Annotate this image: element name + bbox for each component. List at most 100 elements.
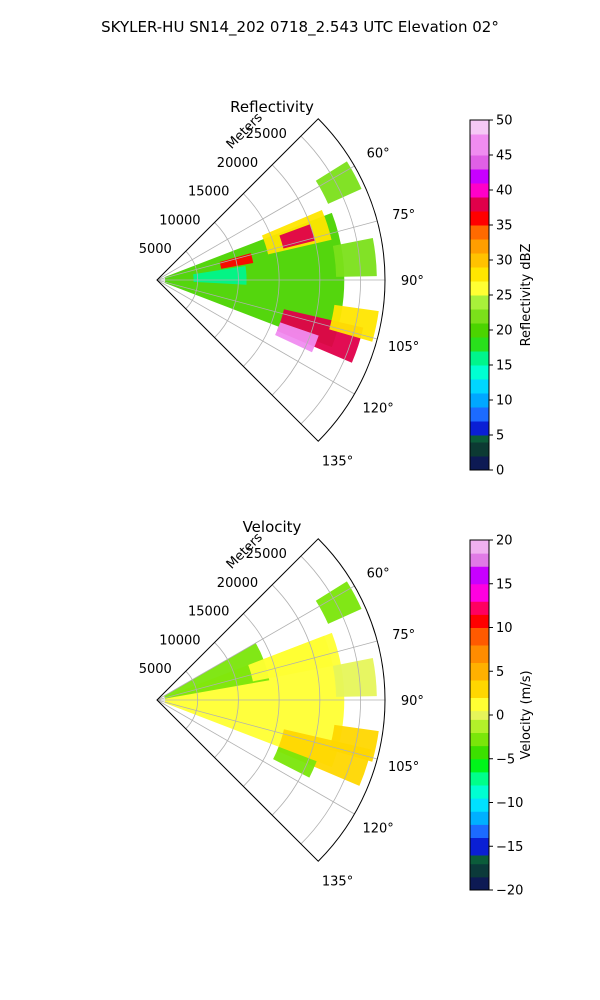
velocity-colorbar-segment <box>470 601 489 615</box>
reflectivity-colorbar-tick-label: 0 <box>496 464 504 479</box>
reflectivity-radial-tick-label: 15000 <box>188 185 229 200</box>
reflectivity-colorbar-segment <box>470 407 489 422</box>
velocity-colorbar-segment <box>470 697 489 712</box>
velocity-colorbar-tick-label: 20 <box>496 534 513 549</box>
reflectivity-colorbar-segment <box>470 379 489 394</box>
velocity-echo-region <box>164 643 270 699</box>
velocity-radial-tick-label: 25000 <box>246 547 287 562</box>
reflectivity-colorbar-segment <box>470 421 489 436</box>
velocity-colorbar-segment <box>470 662 489 681</box>
velocity-colorbar-segment <box>470 745 489 760</box>
velocity-colorbar-segment <box>470 732 489 747</box>
reflectivity-theta-tick-label: 135° <box>322 455 353 470</box>
velocity-colorbar-segment <box>470 583 489 602</box>
velocity-azimuth-line <box>156 585 355 701</box>
velocity-colorbar-segment <box>470 553 489 567</box>
reflectivity-echo-region <box>279 224 316 249</box>
reflectivity-radial-tick-label: 5000 <box>139 242 172 257</box>
reflectivity-colorbar-tick-label: 35 <box>496 219 513 234</box>
reflectivity-colorbar-segment <box>470 267 489 282</box>
velocity-colorbar-segment <box>470 798 489 812</box>
velocity-colorbar-tick-label: 0 <box>496 709 504 724</box>
velocity-echo-region <box>332 658 377 697</box>
velocity-colorbar-segment <box>470 680 489 698</box>
velocity-colorbar-segment <box>470 719 489 733</box>
velocity-colorbar-segment <box>470 824 489 838</box>
reflectivity-title: Reflectivity <box>230 98 314 116</box>
reflectivity-colorbar-tick-label: 45 <box>496 149 513 164</box>
velocity-colorbar-segment <box>470 837 489 856</box>
reflectivity-colorbar-segment <box>470 393 489 408</box>
reflectivity-colorbar-segment <box>470 435 489 443</box>
velocity-azimuth-line <box>156 699 378 760</box>
velocity-colorbar-segment <box>470 627 489 646</box>
reflectivity-colorbar-segment <box>470 225 489 240</box>
velocity-colorbar-tick-label: −10 <box>496 796 523 811</box>
reflectivity-colorbar-tick-label: 20 <box>496 324 513 339</box>
velocity-colorbar-tick-label: −15 <box>496 840 523 855</box>
reflectivity-colorbar-tick-label: 15 <box>496 359 513 374</box>
velocity-azimuth-line <box>156 640 378 701</box>
reflectivity-theta-tick-label: 60° <box>367 146 390 161</box>
velocity-colorbar-segment <box>470 811 489 825</box>
reflectivity-azimuth-line <box>156 220 378 281</box>
reflectivity-echo-region <box>275 322 319 353</box>
reflectivity-panel: Reflectivity60°75°90°105°120°135°5000100… <box>139 98 534 479</box>
reflectivity-radial-tick-label: 10000 <box>159 213 200 228</box>
velocity-colorbar-segment <box>470 710 489 720</box>
velocity-colorbar-segment <box>470 771 489 786</box>
reflectivity-radial-tick-label: 25000 <box>246 127 287 142</box>
velocity-colorbar-segment <box>470 863 489 878</box>
reflectivity-colorbar-segment <box>470 183 489 198</box>
reflectivity-colorbar-segment <box>470 211 489 226</box>
reflectivity-colorbar-segment <box>470 442 489 457</box>
velocity-theta-tick-label: 60° <box>367 566 390 581</box>
reflectivity-echo-region <box>332 238 377 277</box>
figure-suptitle: SKYLER-HU SN14_202 0718_2.543 UTC Elevat… <box>101 18 499 37</box>
reflectivity-colorbar-tick-label: 5 <box>496 429 504 444</box>
reflectivity-colorbar-segment <box>470 309 489 324</box>
reflectivity-colorbar-tick-label: 30 <box>496 254 513 269</box>
velocity-theta-tick-label: 90° <box>401 694 424 709</box>
velocity-echo-region <box>273 746 317 778</box>
reflectivity-colorbar-tick-label: 40 <box>496 184 513 199</box>
velocity-panel: Velocity 60° 75° 90° 105° 120° 135° 5000 10000 15… <box>139 518 534 899</box>
reflectivity-colorbar-segment <box>470 155 489 170</box>
velocity-radial-tick-label: 10000 <box>159 633 200 648</box>
velocity-colorbar-tick-label: −5 <box>496 752 515 767</box>
reflectivity-theta-tick-label: 90° <box>401 274 424 289</box>
reflectivity-colorbar-segment <box>470 239 489 254</box>
reflectivity-theta-tick-label: 105° <box>388 340 419 355</box>
reflectivity-colorbar-segment <box>470 351 489 366</box>
velocity-colorbar-segment <box>470 645 489 663</box>
velocity-echo-region <box>315 581 362 624</box>
reflectivity-azimuth-line <box>156 165 355 281</box>
velocity-radial-tick-label: 5000 <box>139 662 172 677</box>
velocity-colorbar-segment <box>470 876 489 891</box>
reflectivity-sector-frame <box>156 118 386 442</box>
velocity-colorbar-segment <box>470 614 489 628</box>
velocity-colorbar-segment <box>470 855 489 865</box>
velocity-colorbar-segment <box>470 785 489 799</box>
velocity-colorbar-segment <box>470 540 489 554</box>
reflectivity-theta-tick-label: 120° <box>362 402 393 417</box>
reflectivity-echo-region <box>315 161 362 204</box>
velocity-colorbar-tick-label: 15 <box>496 577 513 592</box>
velocity-azimuth-line <box>156 699 355 815</box>
reflectivity-colorbar-segment <box>470 456 489 471</box>
velocity-theta-tick-label: 105° <box>388 760 419 775</box>
velocity-radial-tick-label: 15000 <box>188 605 229 620</box>
reflectivity-colorbar-segment <box>470 365 489 380</box>
velocity-theta-tick-label: 135° <box>322 875 353 890</box>
velocity-radial-tick-label: 20000 <box>217 576 258 591</box>
velocity-colorbar: −20 −15 −10 −5 0 5 10 15 20 Velocity (m/s) <box>469 534 534 899</box>
reflectivity-colorbar-tick-label: 10 <box>496 394 513 409</box>
reflectivity-colorbar-segment <box>470 169 489 184</box>
reflectivity-colorbar-segment <box>470 281 489 296</box>
velocity-colorbar-tick-label: −20 <box>496 884 523 899</box>
velocity-sector-frame <box>156 538 386 862</box>
velocity-theta-tick-label: 75° <box>392 628 415 643</box>
reflectivity-azimuth-line <box>156 279 355 395</box>
reflectivity-colorbar-segment <box>470 120 489 135</box>
velocity-echo-region <box>329 724 379 762</box>
